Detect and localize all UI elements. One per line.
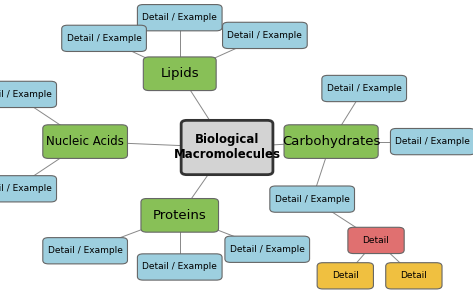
Text: Detail / Example: Detail / Example	[0, 90, 52, 99]
FancyBboxPatch shape	[391, 129, 473, 155]
Text: Detail: Detail	[332, 271, 359, 280]
Text: Detail: Detail	[363, 236, 389, 245]
FancyBboxPatch shape	[181, 120, 273, 175]
FancyBboxPatch shape	[386, 263, 442, 289]
FancyBboxPatch shape	[43, 238, 127, 264]
Text: Detail / Example: Detail / Example	[142, 263, 217, 271]
Text: Detail / Example: Detail / Example	[395, 137, 470, 146]
FancyBboxPatch shape	[322, 76, 406, 101]
Text: Detail: Detail	[401, 271, 427, 280]
Text: Detail / Example: Detail / Example	[48, 246, 123, 255]
Text: Detail / Example: Detail / Example	[230, 245, 305, 254]
Text: Carbohydrates: Carbohydrates	[282, 135, 380, 148]
Text: Detail / Example: Detail / Example	[142, 13, 217, 22]
Text: Proteins: Proteins	[153, 209, 207, 222]
FancyBboxPatch shape	[61, 25, 147, 51]
Text: Biological
Macromolecules: Biological Macromolecules	[174, 134, 280, 161]
Text: Detail / Example: Detail / Example	[327, 84, 402, 93]
FancyBboxPatch shape	[137, 254, 222, 280]
FancyBboxPatch shape	[143, 57, 216, 91]
FancyBboxPatch shape	[0, 176, 57, 202]
Text: Nucleic Acids: Nucleic Acids	[46, 135, 124, 148]
FancyBboxPatch shape	[0, 81, 57, 107]
FancyBboxPatch shape	[223, 22, 307, 49]
FancyBboxPatch shape	[137, 5, 222, 31]
Text: Detail / Example: Detail / Example	[67, 34, 141, 43]
FancyBboxPatch shape	[284, 125, 378, 158]
FancyBboxPatch shape	[43, 125, 127, 158]
Text: Detail / Example: Detail / Example	[0, 184, 52, 193]
FancyBboxPatch shape	[141, 199, 219, 232]
Text: Detail / Example: Detail / Example	[228, 31, 302, 40]
Text: Lipids: Lipids	[160, 67, 199, 80]
FancyBboxPatch shape	[348, 227, 404, 254]
FancyBboxPatch shape	[317, 263, 374, 289]
FancyBboxPatch shape	[225, 236, 309, 263]
FancyBboxPatch shape	[270, 186, 355, 212]
Text: Detail / Example: Detail / Example	[275, 195, 350, 204]
